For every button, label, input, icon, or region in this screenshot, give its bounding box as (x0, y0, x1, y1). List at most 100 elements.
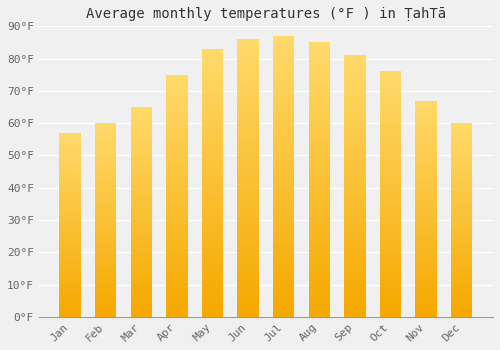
Bar (380, 189, 401, 194)
Bar (451, 123, 472, 127)
Bar (273, 232, 294, 238)
Bar (60, 210, 81, 214)
Bar (380, 258, 401, 263)
Bar (273, 154, 294, 160)
Bar (130, 111, 152, 116)
Bar (166, 167, 188, 172)
Bar (451, 305, 472, 309)
Bar (60, 295, 81, 299)
Bar (130, 136, 152, 141)
Bar (95, 127, 116, 131)
Bar (344, 108, 366, 113)
Bar (130, 132, 152, 137)
Bar (238, 106, 259, 111)
Bar (166, 176, 188, 181)
Bar (273, 42, 294, 47)
Bar (308, 202, 330, 207)
Bar (344, 228, 366, 233)
Bar (238, 206, 259, 211)
Bar (130, 166, 152, 170)
Bar (166, 254, 188, 259)
Bar (202, 263, 223, 268)
Bar (451, 170, 472, 174)
Bar (202, 70, 223, 76)
Bar (308, 48, 330, 54)
Bar (130, 271, 152, 275)
Bar (344, 155, 366, 160)
Bar (166, 79, 188, 84)
Bar (130, 262, 152, 266)
Bar (308, 147, 330, 152)
Bar (344, 296, 366, 301)
Bar (344, 170, 366, 176)
Bar (238, 195, 259, 200)
Bar (380, 243, 401, 248)
Bar (416, 209, 437, 213)
Bar (202, 268, 223, 274)
Bar (95, 220, 116, 224)
Bar (380, 165, 401, 170)
Bar (166, 205, 188, 210)
Bar (95, 185, 116, 189)
Bar (238, 272, 259, 278)
Bar (451, 228, 472, 232)
Bar (202, 129, 223, 135)
Bar (416, 100, 437, 105)
Bar (60, 214, 81, 217)
Bar (308, 218, 330, 224)
Bar (416, 131, 437, 135)
Bar (451, 212, 472, 216)
Bar (451, 259, 472, 262)
Bar (416, 304, 437, 308)
Bar (238, 233, 259, 239)
Bar (380, 224, 401, 229)
Bar (451, 236, 472, 239)
Bar (344, 212, 366, 217)
Bar (308, 251, 330, 257)
Bar (308, 125, 330, 130)
Bar (344, 123, 366, 128)
Bar (273, 137, 294, 143)
Bar (380, 287, 401, 292)
Bar (202, 135, 223, 140)
Bar (95, 259, 116, 262)
Bar (308, 185, 330, 191)
Bar (416, 139, 437, 144)
Bar (238, 178, 259, 183)
Bar (308, 130, 330, 136)
Bar (130, 237, 152, 241)
Bar (238, 284, 259, 289)
Bar (130, 245, 152, 250)
Bar (380, 125, 401, 130)
Bar (166, 273, 188, 278)
Bar (95, 266, 116, 270)
Bar (380, 282, 401, 287)
Bar (238, 250, 259, 256)
Bar (308, 64, 330, 70)
Bar (130, 178, 152, 182)
Bar (416, 247, 437, 252)
Bar (308, 103, 330, 108)
Bar (273, 188, 294, 193)
Bar (380, 71, 401, 76)
Bar (416, 295, 437, 300)
Bar (202, 258, 223, 263)
Bar (344, 97, 366, 103)
Bar (273, 278, 294, 283)
Bar (130, 287, 152, 292)
Bar (416, 260, 437, 265)
Bar (273, 70, 294, 75)
Bar (344, 66, 366, 71)
Bar (238, 173, 259, 178)
Bar (380, 130, 401, 135)
Bar (380, 302, 401, 307)
Bar (308, 207, 330, 212)
Bar (238, 84, 259, 89)
Bar (60, 258, 81, 261)
Bar (238, 39, 259, 45)
Bar (273, 216, 294, 221)
Bar (344, 306, 366, 312)
Bar (273, 53, 294, 58)
Bar (130, 187, 152, 191)
Bar (451, 309, 472, 313)
